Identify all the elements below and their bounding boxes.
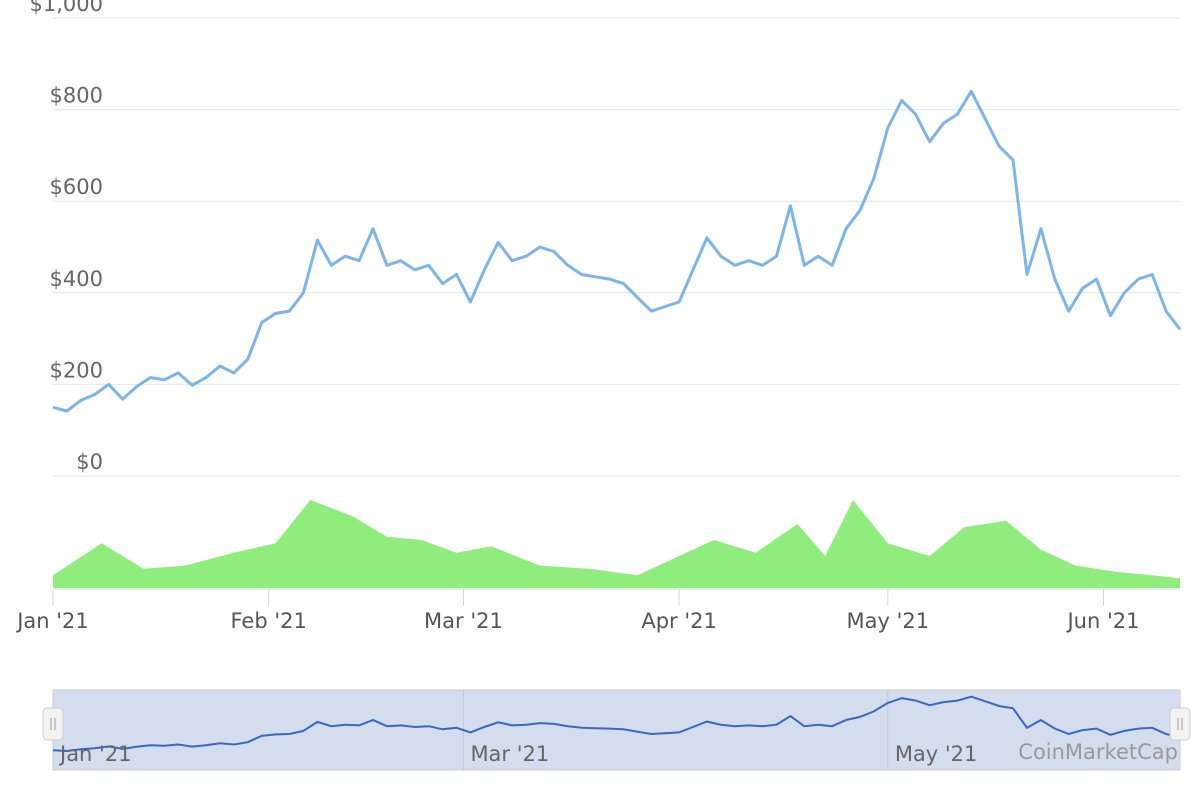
y-tick-label: $400 — [50, 267, 103, 291]
price-series — [53, 91, 1180, 411]
y-tick-label: $0 — [76, 450, 103, 474]
x-tick-label: May '21 — [847, 609, 930, 633]
y-axis-ticks: $0 $200 $400 $600 $800 $1,000 — [30, 0, 103, 474]
y-tick-label: $1,000 — [30, 0, 103, 16]
navigator-tick-label: May '21 — [895, 742, 978, 766]
x-tick-label: Feb '21 — [230, 609, 306, 633]
volume-area — [53, 500, 1180, 588]
y-tick-label: $200 — [50, 358, 103, 382]
navigator-tick-label: Jan '21 — [58, 742, 132, 766]
handle-body[interactable] — [43, 708, 63, 740]
x-tick-label: Jun '21 — [1065, 609, 1139, 633]
navigator-handle-left[interactable] — [43, 708, 63, 740]
navigator-handle-right[interactable] — [1170, 708, 1190, 740]
y-tick-label: $800 — [50, 84, 103, 108]
volume-series — [53, 500, 1180, 588]
y-tick-label: $600 — [50, 175, 103, 199]
chart-credit: CoinMarketCap — [1018, 740, 1178, 764]
navigator-tick-label: Mar '21 — [470, 742, 549, 766]
handle-body[interactable] — [1170, 708, 1190, 740]
x-tick-label: Apr '21 — [641, 609, 717, 633]
x-axis: Jan '21 Feb '21 Mar '21 Apr '21 May '21 Jun '… — [15, 589, 1180, 633]
price-line — [53, 91, 1180, 411]
x-tick-label: Mar '21 — [424, 609, 503, 633]
navigator[interactable]: Jan '21 Mar '21 May '21 CoinMarketCap — [43, 690, 1190, 770]
grid-lines — [53, 18, 1180, 476]
x-tick-label: Jan '21 — [15, 609, 89, 633]
navigator-selection[interactable] — [53, 690, 1180, 770]
